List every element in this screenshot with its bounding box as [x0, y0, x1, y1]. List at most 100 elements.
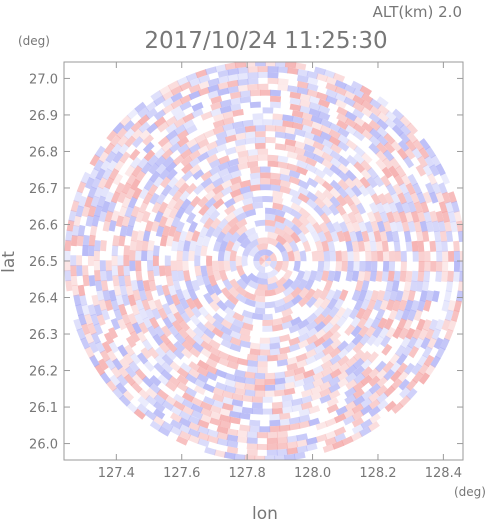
- echo-cell-positive: [261, 255, 266, 261]
- echo-cell-negative: [111, 245, 119, 257]
- echo-cell-negative: [161, 184, 173, 197]
- echo-cell-negative: [173, 110, 186, 122]
- echo-cell-negative: [219, 105, 232, 114]
- echo-cell-positive: [132, 187, 143, 200]
- echo-cell-positive: [147, 240, 155, 252]
- echo-cell-positive: [204, 189, 216, 201]
- echo-cell-negative: [227, 158, 240, 168]
- echo-cell-negative: [197, 438, 210, 448]
- echo-cell-positive: [208, 339, 221, 350]
- echo-cell-positive: [135, 170, 146, 183]
- echo-cell-positive: [279, 167, 291, 176]
- echo-cell-negative: [297, 179, 310, 190]
- echo-cell-positive: [271, 401, 283, 409]
- echo-cell-negative: [383, 369, 395, 381]
- echo-cell-negative: [325, 88, 338, 99]
- echo-cell-negative: [300, 395, 313, 404]
- echo-cell-positive: [103, 142, 115, 155]
- echo-cell-positive: [267, 77, 279, 85]
- echo-cell-positive: [170, 260, 178, 272]
- echo-cell-positive: [220, 223, 232, 235]
- echo-cell-positive: [138, 129, 151, 141]
- echo-cell-negative: [147, 154, 159, 167]
- x-tick-label: 128.4: [425, 466, 462, 481]
- echo-cell-negative: [153, 147, 166, 160]
- echo-cell-positive: [157, 135, 170, 148]
- echo-cell-negative: [155, 284, 165, 297]
- echo-cell-negative: [392, 117, 405, 129]
- y-tick-label: 26.0: [29, 438, 58, 453]
- echo-cell-positive: [118, 205, 128, 218]
- echo-cell-negative: [398, 131, 411, 144]
- echo-cell-positive: [270, 178, 281, 186]
- echo-cell-positive: [336, 370, 349, 382]
- echo-cell-negative: [151, 308, 162, 320]
- echo-cell-positive: [310, 127, 323, 137]
- echo-cell-negative: [169, 142, 182, 154]
- x-axis-label: lon: [252, 504, 278, 521]
- echo-cell-negative: [306, 191, 319, 202]
- echo-cell-positive: [294, 140, 306, 150]
- echo-cell-positive: [424, 328, 435, 341]
- echo-cell-negative: [382, 261, 390, 272]
- echo-cell-positive: [229, 182, 242, 192]
- echo-cell-negative: [378, 326, 390, 339]
- echo-cell-negative: [382, 290, 392, 302]
- echo-cell-negative: [235, 211, 248, 222]
- echo-cell-positive: [167, 80, 180, 91]
- echo-cell-negative: [303, 143, 316, 153]
- echo-cell-positive: [290, 286, 303, 299]
- echo-cell-positive: [270, 95, 282, 103]
- echo-cell-negative: [123, 265, 131, 277]
- echo-cell-negative: [94, 240, 101, 252]
- echo-cell-positive: [395, 165, 407, 178]
- echo-cell-negative: [352, 108, 365, 120]
- echo-cell-positive: [142, 192, 153, 205]
- echo-cell-negative: [107, 200, 117, 213]
- echo-cell-negative: [411, 147, 423, 160]
- echo-cell-negative: [404, 299, 414, 312]
- echo-cell-positive: [304, 348, 317, 359]
- echo-cell-negative: [99, 371, 111, 384]
- echo-cell-negative: [196, 373, 209, 384]
- echo-cell-negative: [369, 128, 382, 140]
- echo-cell-negative: [93, 323, 104, 336]
- echo-cell-negative: [203, 292, 214, 305]
- echo-cell-positive: [211, 327, 224, 338]
- echo-cell-positive: [209, 404, 222, 414]
- echo-cell-positive: [352, 341, 364, 354]
- echo-cell-negative: [174, 332, 186, 345]
- echo-cell-negative: [89, 354, 100, 368]
- echo-cell-negative: [375, 360, 387, 373]
- echo-cell-positive: [286, 163, 299, 172]
- echo-cell-negative: [152, 175, 164, 188]
- echo-cell-negative: [275, 62, 287, 68]
- echo-cell-negative: [172, 279, 182, 292]
- echo-cell-positive: [288, 336, 301, 346]
- echo-cell-positive: [375, 384, 388, 397]
- y-tick-label: 26.6: [29, 218, 58, 233]
- echo-cell-negative: [303, 131, 316, 141]
- echo-cell-positive: [210, 217, 222, 230]
- echo-cell-negative: [288, 323, 301, 334]
- echo-cell-positive: [269, 172, 281, 180]
- echo-cell-positive: [441, 270, 448, 282]
- echo-cell-positive: [341, 436, 354, 446]
- echo-cell-negative: [224, 385, 237, 394]
- echo-cell-negative: [262, 313, 274, 321]
- echo-cell-negative: [281, 204, 294, 215]
- echo-cell-positive: [352, 177, 364, 189]
- echo-cell-negative: [194, 255, 201, 267]
- echo-cell-positive: [383, 385, 396, 398]
- echo-cell-negative: [158, 168, 171, 180]
- echo-cell-positive: [227, 361, 239, 370]
- echo-cell-positive: [225, 240, 235, 252]
- echo-cell-positive: [244, 291, 256, 301]
- echo-cell-positive: [329, 347, 342, 358]
- echo-cell-negative: [274, 383, 286, 391]
- echo-cell-positive: [166, 198, 178, 210]
- echo-cell-negative: [297, 278, 308, 291]
- echo-cell-negative: [343, 83, 356, 94]
- echo-cell-positive: [177, 136, 190, 148]
- echo-cell-negative: [175, 206, 186, 219]
